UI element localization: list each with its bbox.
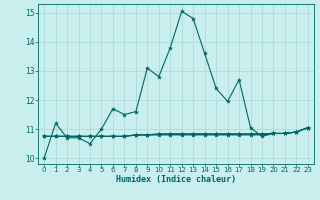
X-axis label: Humidex (Indice chaleur): Humidex (Indice chaleur) xyxy=(116,175,236,184)
